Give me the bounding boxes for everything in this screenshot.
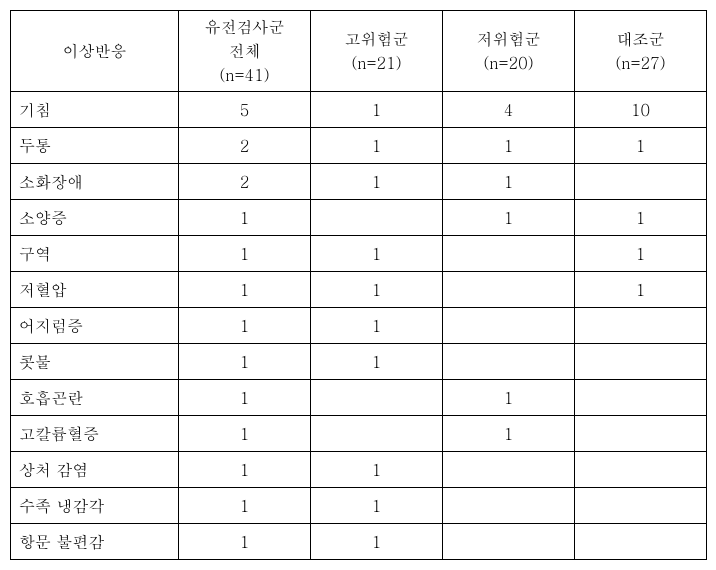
cell-value: 1 [575,200,707,236]
cell-value [443,308,575,344]
cell-value [575,344,707,380]
row-label: 어지럼증 [11,308,179,344]
table-header-row: 이상반응 유전검사군전체(n=41) 고위험군(n=21) 저위험군(n=20)… [11,11,707,92]
cell-value: 4 [443,92,575,128]
row-label: 호흡곤란 [11,380,179,416]
row-label: 소양증 [11,200,179,236]
cell-value: 1 [179,200,311,236]
table-row: 고칼륨혈증11 [11,416,707,452]
cell-value: 1 [179,416,311,452]
cell-value: 1 [443,416,575,452]
table-row: 기침51410 [11,92,707,128]
cell-value: 1 [311,164,443,200]
cell-value: 1 [443,164,575,200]
table-body: 기침51410두통2111소화장애211소양증111구역111저혈압111어지럼… [11,92,707,560]
cell-value: 1 [311,92,443,128]
cell-value [575,452,707,488]
cell-value: 1 [311,344,443,380]
cell-value: 1 [179,380,311,416]
cell-value: 1 [311,236,443,272]
row-label: 소화장애 [11,164,179,200]
table-row: 저혈압111 [11,272,707,308]
table-row: 호흡곤란11 [11,380,707,416]
cell-value: 1 [179,488,311,524]
row-label: 상처 감염 [11,452,179,488]
cell-value: 1 [443,200,575,236]
row-label: 고칼륨혈증 [11,416,179,452]
cell-value: 10 [575,92,707,128]
col-header-control: 대조군(n=27) [575,11,707,92]
cell-value: 1 [311,308,443,344]
cell-value: 1 [311,488,443,524]
cell-value [443,236,575,272]
cell-value: 1 [575,128,707,164]
table-row: 수족 냉감각11 [11,488,707,524]
cell-value [443,452,575,488]
cell-value: 1 [311,272,443,308]
table-row: 두통2111 [11,128,707,164]
cell-value [575,308,707,344]
cell-value [311,416,443,452]
col-header-high-risk: 고위험군(n=21) [311,11,443,92]
cell-value: 1 [575,272,707,308]
cell-value: 1 [443,128,575,164]
cell-value [575,380,707,416]
cell-value: 5 [179,92,311,128]
cell-value [575,488,707,524]
cell-value [443,488,575,524]
col-header-label: 이상반응 [11,11,179,92]
col-header-low-risk: 저위험군(n=20) [443,11,575,92]
cell-value [311,380,443,416]
cell-value: 2 [179,128,311,164]
table-row: 콧물11 [11,344,707,380]
cell-value: 1 [443,380,575,416]
cell-value: 1 [179,272,311,308]
table-row: 어지럼증11 [11,308,707,344]
cell-value [443,272,575,308]
row-label: 기침 [11,92,179,128]
cell-value: 1 [575,236,707,272]
table-row: 소화장애211 [11,164,707,200]
cell-value: 1 [179,344,311,380]
cell-value: 1 [311,452,443,488]
row-label: 콧물 [11,344,179,380]
cell-value: 1 [179,452,311,488]
cell-value [575,416,707,452]
cell-value [443,344,575,380]
adverse-reaction-table: 이상반응 유전검사군전체(n=41) 고위험군(n=21) 저위험군(n=20)… [10,10,707,560]
cell-value: 1 [179,236,311,272]
cell-value [575,164,707,200]
cell-value: 1 [311,128,443,164]
table-row: 상처 감염11 [11,452,707,488]
row-label: 두통 [11,128,179,164]
cell-value: 2 [179,164,311,200]
cell-value: 1 [179,308,311,344]
row-label: 저혈압 [11,272,179,308]
table-row: 소양증111 [11,200,707,236]
table-row: 구역111 [11,236,707,272]
cell-value [311,200,443,236]
row-label: 구역 [11,236,179,272]
row-label: 수족 냉감각 [11,488,179,524]
col-header-genetic-all: 유전검사군전체(n=41) [179,11,311,92]
